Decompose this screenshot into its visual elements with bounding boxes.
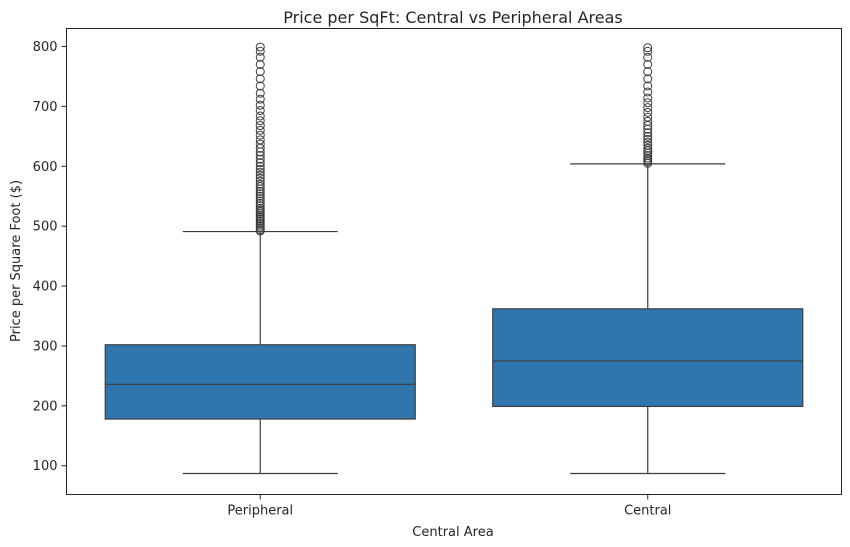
outlier-point [255, 170, 265, 180]
outlier-point [643, 128, 653, 138]
box-group-central [492, 43, 804, 475]
outlier-point [255, 189, 265, 199]
y-tick-label: 800 [33, 40, 58, 55]
outlier-point [255, 111, 265, 121]
outlier-point [255, 161, 265, 171]
outlier-point [255, 100, 265, 110]
box-group-peripheral [104, 42, 416, 475]
outlier-point [255, 116, 265, 126]
outlier-point [255, 139, 265, 149]
outlier-point [643, 107, 653, 117]
outlier-point [255, 164, 265, 174]
outlier-point [255, 121, 265, 131]
outlier-point [255, 150, 265, 160]
y-tick-label: 300 [33, 339, 58, 354]
outlier-point [643, 43, 653, 53]
outlier-point [255, 42, 265, 52]
outlier-point [255, 158, 265, 168]
iqr-box [104, 344, 416, 420]
chart-title: Price per SqFt: Central vs Peripheral Ar… [283, 8, 622, 27]
outlier-point [643, 46, 653, 56]
plot-area [104, 42, 804, 475]
y-tick-label: 400 [33, 280, 58, 295]
outlier-point [643, 143, 653, 153]
outlier-point [255, 196, 265, 206]
y-axis-label: Price per Square Foot ($) [9, 180, 24, 342]
outlier-point [643, 150, 653, 160]
outlier-point [643, 140, 653, 150]
outlier-point [255, 173, 265, 183]
outlier-point [255, 67, 265, 77]
outlier-point [255, 130, 265, 140]
outlier-point [643, 87, 653, 97]
plot-frame [66, 28, 842, 495]
outlier-point [255, 74, 265, 84]
outlier-point [643, 134, 653, 144]
outlier-point [255, 201, 265, 211]
outlier-point [255, 81, 265, 91]
outlier-point [255, 88, 265, 98]
outlier-point [255, 191, 265, 201]
outlier-point [255, 135, 265, 145]
outlier-point [643, 67, 653, 77]
y-tick-label: 500 [33, 220, 58, 235]
outlier-point [643, 116, 653, 126]
outlier-point [255, 194, 265, 204]
y-axis: 100 200 300 400 500 600 700 800 [33, 40, 67, 474]
outlier-point [255, 154, 265, 164]
outlier-point [255, 203, 265, 213]
outlier-point [643, 98, 653, 108]
y-tick-label: 100 [33, 459, 58, 474]
outlier-point [255, 125, 265, 135]
outlier-point [255, 198, 265, 208]
x-tick-label: Peripheral [227, 504, 293, 519]
y-tick-label: 600 [33, 160, 58, 175]
outlier-point [255, 179, 265, 189]
x-axis: Peripheral Central [227, 494, 671, 519]
outlier-point [643, 103, 653, 113]
outlier-point [255, 52, 265, 62]
y-tick-label: 200 [33, 399, 58, 414]
x-tick-label: Central [624, 504, 671, 519]
outlier-point [643, 81, 653, 91]
outlier-point [255, 176, 265, 186]
outlier-point [643, 137, 653, 147]
outlier-point [643, 153, 653, 163]
outlier-point [643, 112, 653, 122]
outlier-point [255, 106, 265, 116]
outlier-point [643, 93, 653, 103]
outlier-point [643, 52, 653, 62]
outlier-point [255, 186, 265, 196]
outlier-point [255, 167, 265, 177]
outlier-point [643, 74, 653, 84]
iqr-box [492, 308, 804, 408]
outlier-point [643, 59, 653, 69]
outlier-point [255, 94, 265, 104]
outlier-point [255, 46, 265, 56]
outlier-point [643, 131, 653, 141]
x-axis-label: Central Area [412, 525, 493, 540]
y-tick-label: 700 [33, 100, 58, 115]
outlier-point [255, 59, 265, 69]
